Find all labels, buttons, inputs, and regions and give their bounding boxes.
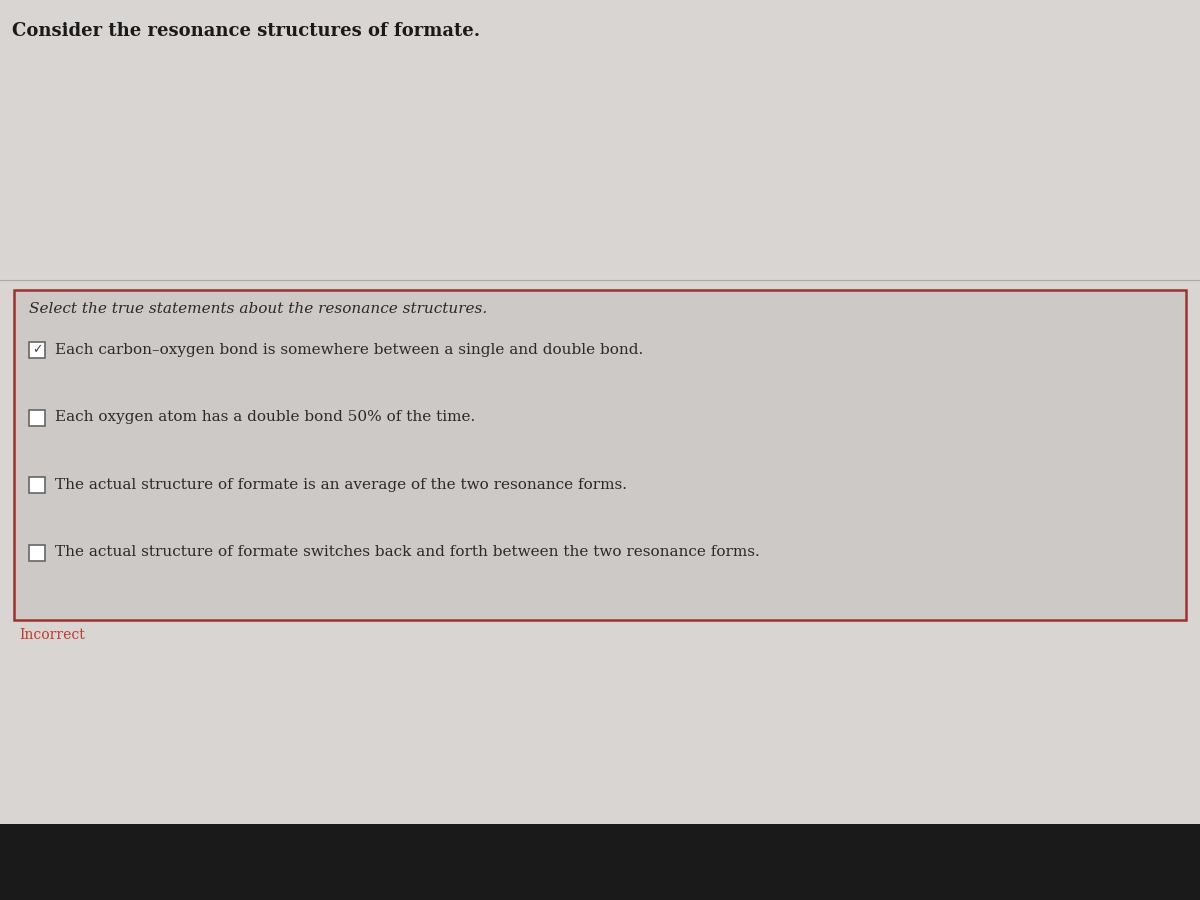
Bar <box>29 410 46 426</box>
Text: ✓: ✓ <box>32 344 43 356</box>
Bar <box>29 544 46 561</box>
Text: Each oxygen atom has a double bond 50% of the time.: Each oxygen atom has a double bond 50% o… <box>55 410 475 425</box>
Bar <box>29 477 46 493</box>
Bar <box>29 342 46 358</box>
Text: The actual structure of formate is an average of the two resonance forms.: The actual structure of formate is an av… <box>55 478 628 492</box>
Text: Select the true statements about the resonance structures.: Select the true statements about the res… <box>29 302 487 316</box>
Bar <box>0 824 1200 900</box>
Text: Each carbon–oxygen bond is somewhere between a single and double bond.: Each carbon–oxygen bond is somewhere bet… <box>55 343 643 357</box>
Text: The actual structure of formate switches back and forth between the two resonanc: The actual structure of formate switches… <box>55 545 760 560</box>
Text: Incorrect: Incorrect <box>19 628 85 642</box>
Bar <box>14 290 1186 620</box>
Text: Consider the resonance structures of formate.: Consider the resonance structures of for… <box>12 22 480 40</box>
